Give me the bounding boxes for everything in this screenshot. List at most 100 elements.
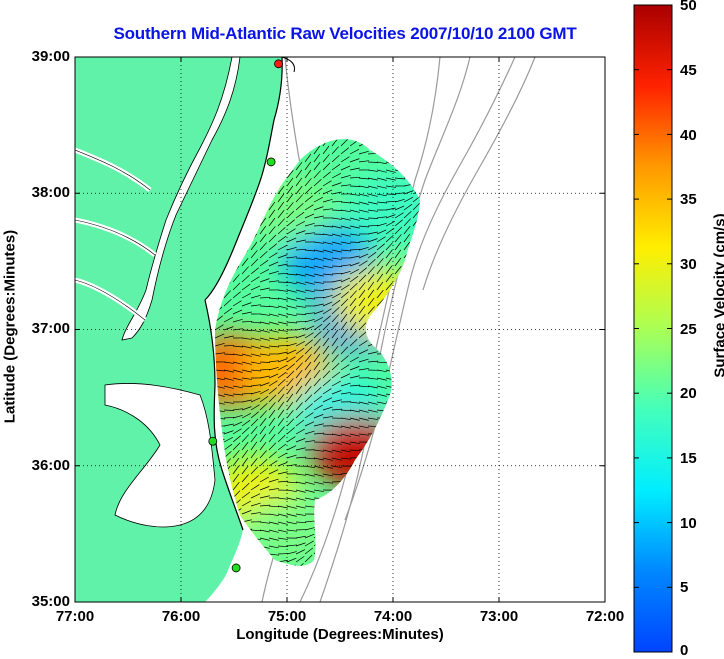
velocity-arrow — [250, 475, 259, 483]
velocity-arrow — [223, 361, 234, 364]
y-tick-label: 37:00 — [31, 320, 70, 337]
velocity-arrow — [277, 443, 287, 451]
velocity-arrow — [286, 228, 296, 235]
velocity-arrow — [340, 382, 351, 387]
velocity-arrow — [340, 201, 351, 204]
velocity-arrow — [349, 425, 360, 429]
velocity-arrow — [304, 339, 313, 347]
sound-water — [104, 383, 216, 528]
velocity-arrow — [277, 513, 288, 517]
velocity-arrow — [358, 201, 369, 205]
velocity-arrow — [259, 450, 267, 459]
velocity-arrow — [349, 338, 358, 347]
velocity-arrow — [358, 297, 366, 307]
velocity-arrow — [250, 433, 258, 443]
velocity-arrow — [259, 425, 267, 435]
velocity-arrow — [223, 344, 235, 347]
velocity-arrow — [358, 274, 367, 283]
velocity-arrow — [322, 315, 331, 323]
velocity-arrow — [322, 171, 331, 179]
velocity-arrow — [358, 385, 369, 388]
velocity-arrow — [295, 419, 305, 427]
velocity-arrow — [322, 301, 333, 307]
velocity-arrow — [349, 241, 361, 243]
velocity-arrow — [295, 521, 307, 524]
velocity-arrow — [259, 402, 268, 411]
velocity-arrow — [313, 273, 324, 277]
velocity-arrow — [313, 353, 321, 363]
velocity-arrow — [277, 426, 285, 435]
river-outline — [75, 149, 156, 321]
velocity-arrow — [232, 309, 243, 315]
velocity-arrow — [295, 505, 306, 509]
velocity-arrow — [250, 294, 261, 299]
velocity-arrow — [215, 324, 224, 331]
velocity-arrow — [295, 239, 306, 243]
land-mass — [75, 57, 283, 602]
coastline — [204, 57, 283, 301]
velocity-arrow — [286, 256, 297, 259]
velocity-arrow — [322, 208, 333, 211]
velocity-arrow — [322, 370, 331, 379]
velocity-arrow — [376, 169, 387, 173]
velocity-arrow — [295, 305, 306, 308]
velocity-arrow — [295, 265, 306, 268]
velocity-arrow — [286, 401, 294, 411]
velocity-arrow — [304, 249, 315, 252]
velocity-arrow — [241, 449, 249, 459]
colorbar-tick-label: 20 — [680, 385, 697, 402]
velocity-arrow — [277, 471, 288, 475]
velocity-arrow — [349, 347, 359, 355]
velocity-arrow — [403, 203, 413, 211]
velocity-arrow — [277, 545, 289, 548]
velocity-arrow — [349, 297, 357, 307]
velocity-arrow — [241, 377, 252, 380]
velocity-arrow — [259, 250, 268, 259]
velocity-arrow — [268, 425, 276, 435]
velocity-arrow — [277, 480, 288, 483]
velocity-arrow — [340, 409, 351, 412]
velocity-arrow — [349, 401, 360, 404]
velocity-arrow — [331, 390, 342, 395]
velocity-arrow — [259, 337, 270, 341]
velocity-arrow — [268, 521, 279, 525]
velocity-arrow — [331, 457, 342, 461]
velocity-arrow — [268, 337, 279, 341]
velocity-arrow — [331, 217, 342, 220]
velocity-arrow — [322, 433, 333, 436]
velocity-arrow — [268, 402, 276, 411]
velocity-arrow — [394, 212, 404, 219]
velocity-arrow — [367, 224, 379, 227]
velocity-arrow — [286, 544, 297, 547]
velocity-arrow — [232, 414, 243, 419]
velocity-arrow — [304, 473, 315, 477]
velocity-arrow — [322, 397, 333, 403]
colorbar-ticks — [634, 4, 672, 653]
velocity-arrow — [304, 318, 315, 323]
velocity-arrow — [322, 154, 330, 163]
velocity-arrow — [331, 293, 342, 299]
velocity-arrow — [376, 250, 385, 259]
velocity-arrow — [286, 489, 297, 493]
velocity-arrow — [331, 306, 340, 315]
velocity-arrow — [295, 185, 303, 195]
velocity-arrow — [241, 311, 252, 315]
velocity-arrow — [331, 249, 342, 253]
velocity-arrow — [349, 441, 360, 444]
velocity-arrow — [322, 233, 333, 237]
velocity-arrow — [268, 243, 277, 251]
velocity-arrow — [340, 249, 351, 252]
velocity-arrow — [349, 255, 360, 259]
velocity-arrow — [268, 434, 276, 443]
velocity-arrow — [313, 414, 324, 419]
velocity-arrow — [250, 466, 259, 475]
station-marker — [231, 563, 241, 573]
velocity-arrow — [385, 221, 396, 227]
velocity-arrow — [313, 178, 322, 187]
velocity-arrow — [232, 457, 240, 467]
velocity-arrow — [313, 206, 324, 211]
velocity-arrow — [259, 233, 267, 243]
velocity-arrow — [223, 443, 233, 451]
velocity-arrow — [223, 326, 234, 331]
velocity-arrow — [331, 449, 342, 453]
